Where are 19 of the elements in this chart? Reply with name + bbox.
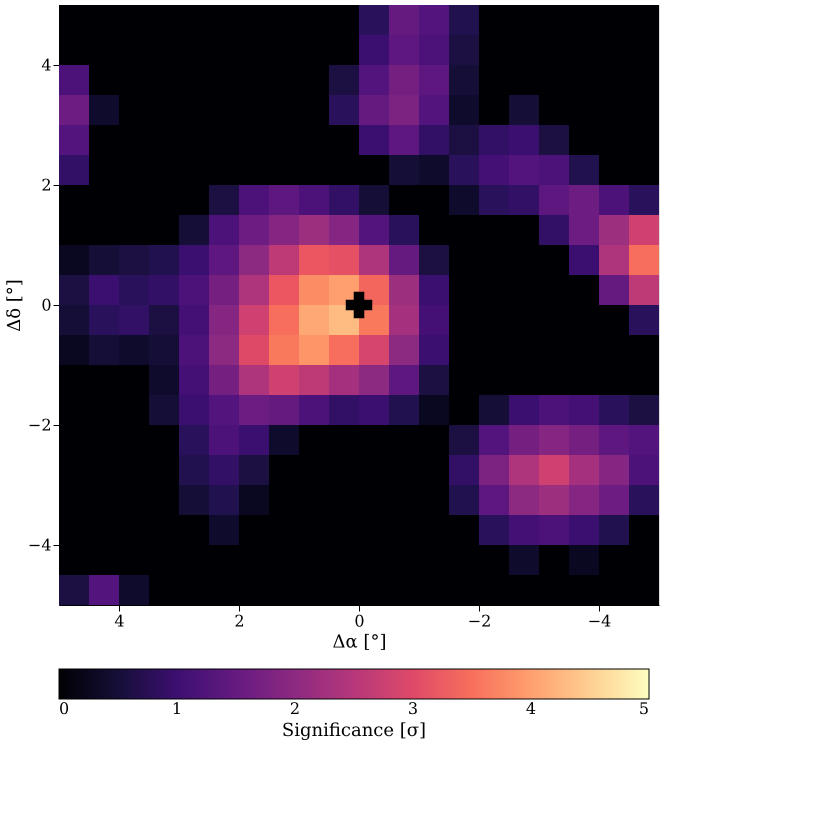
color-bar-label: 3 (408, 699, 418, 718)
color-bar-label: 1 (172, 699, 182, 718)
y-tick-label: −2 (28, 416, 52, 434)
y-tick-label: 4 (41, 56, 52, 74)
y-tick-label: −4 (28, 536, 52, 554)
x-tick-label: 0 (354, 612, 365, 630)
y-axis-title: Δδ [°] (4, 279, 25, 332)
x-tick-label: 2 (234, 612, 245, 630)
y-tick-label: 2 (41, 176, 52, 194)
color-bar-label: 4 (526, 699, 536, 718)
x-axis-title: Δα [°] (332, 632, 386, 652)
color-bar-label: 0 (59, 699, 70, 718)
color-bar-label: 2 (290, 699, 300, 718)
color-bar-label: 5 (638, 699, 649, 718)
x-tick-label: −4 (588, 612, 612, 630)
color-bar-title: Significance [σ] (282, 720, 426, 741)
y-tick-label: 0 (41, 296, 52, 314)
x-tick-label: 4 (114, 612, 125, 630)
x-tick-label: −2 (468, 612, 492, 630)
